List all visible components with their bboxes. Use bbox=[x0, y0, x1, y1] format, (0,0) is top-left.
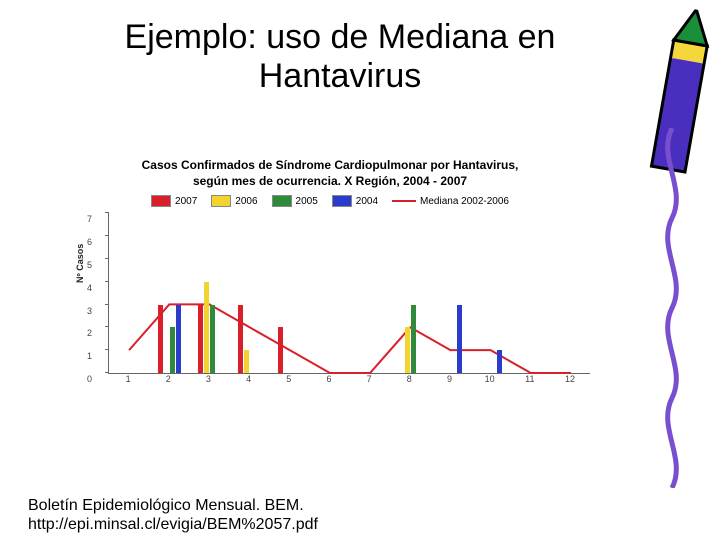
bar-group bbox=[230, 305, 270, 374]
bar bbox=[176, 305, 181, 374]
chart-plot: Nº Casos 01234567 bbox=[108, 213, 590, 374]
x-tick: 2 bbox=[148, 374, 188, 384]
bar bbox=[210, 305, 215, 374]
squiggle-icon bbox=[652, 128, 692, 488]
y-tick: 6 bbox=[87, 237, 92, 247]
legend-item: 2004 bbox=[332, 195, 378, 207]
page-title: Ejemplo: uso de Mediana en Hantavirus bbox=[40, 18, 640, 96]
x-tick: 11 bbox=[510, 374, 550, 384]
x-tick: 9 bbox=[429, 374, 469, 384]
x-tick: 12 bbox=[550, 374, 590, 384]
x-tick: 6 bbox=[309, 374, 349, 384]
x-tick: 1 bbox=[108, 374, 148, 384]
bar bbox=[497, 350, 502, 373]
x-tick: 8 bbox=[389, 374, 429, 384]
caption-line2: http://epi.minsal.cl/evigia/BEM%2057.pdf bbox=[28, 516, 318, 533]
legend-item-median: Mediana 2002-2006 bbox=[392, 195, 509, 207]
y-tick: 5 bbox=[87, 260, 92, 270]
chart-title: Casos Confirmados de Síndrome Cardiopulm… bbox=[70, 158, 590, 189]
bar bbox=[278, 327, 283, 373]
bar bbox=[170, 327, 175, 373]
bar-group bbox=[430, 305, 470, 374]
bar bbox=[158, 305, 163, 374]
y-tick: 4 bbox=[87, 283, 92, 293]
bar-group bbox=[189, 282, 229, 373]
bar bbox=[244, 350, 249, 373]
y-tick: 2 bbox=[87, 328, 92, 338]
legend-item: 2006 bbox=[211, 195, 257, 207]
y-axis-label: Nº Casos bbox=[75, 244, 85, 283]
y-tick: 7 bbox=[87, 214, 92, 224]
caption-line1: Boletín Epidemiológico Mensual. BEM. bbox=[28, 497, 304, 514]
bar bbox=[204, 282, 209, 373]
chart-title-line2: según mes de ocurrencia. X Región, 2004 … bbox=[193, 174, 467, 188]
chart-title-line1: Casos Confirmados de Síndrome Cardiopulm… bbox=[142, 158, 519, 172]
chart-legend: 2007 2006 2005 2004 Mediana 2002-2006 bbox=[70, 195, 590, 207]
bar-group bbox=[390, 305, 430, 374]
bar-group bbox=[471, 350, 511, 373]
chart-container: Casos Confirmados de Síndrome Cardiopulm… bbox=[70, 158, 590, 384]
bar bbox=[238, 305, 243, 374]
y-tick: 3 bbox=[87, 306, 92, 316]
x-tick: 10 bbox=[470, 374, 510, 384]
x-axis-labels: 123456789101112 bbox=[108, 374, 590, 384]
x-tick: 7 bbox=[349, 374, 389, 384]
source-caption: Boletín Epidemiológico Mensual. BEM. htt… bbox=[28, 496, 318, 534]
bar bbox=[405, 327, 410, 373]
y-tick: 0 bbox=[87, 374, 92, 384]
y-tick: 1 bbox=[87, 351, 92, 361]
bar-group bbox=[270, 327, 310, 373]
bar-group bbox=[149, 305, 189, 374]
legend-item: 2005 bbox=[272, 195, 318, 207]
x-tick: 3 bbox=[188, 374, 228, 384]
bar bbox=[198, 305, 203, 374]
bar bbox=[457, 305, 462, 374]
x-tick: 5 bbox=[269, 374, 309, 384]
bar bbox=[411, 305, 416, 374]
legend-item: 2007 bbox=[151, 195, 197, 207]
x-tick: 4 bbox=[229, 374, 269, 384]
